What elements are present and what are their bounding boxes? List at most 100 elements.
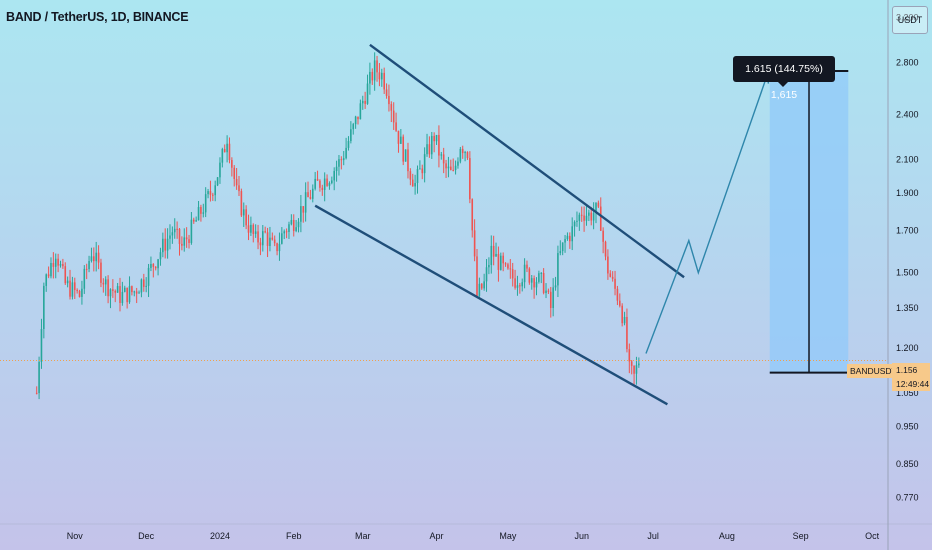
candle-body — [100, 262, 102, 283]
candle-body — [464, 152, 466, 154]
candle-body — [257, 231, 259, 243]
candle-body — [195, 220, 197, 222]
candle-body — [426, 144, 428, 155]
candle-body — [321, 187, 324, 190]
candle-body — [478, 283, 481, 296]
candle-body — [533, 278, 535, 288]
candle-body — [35, 392, 38, 394]
candle-body — [62, 264, 64, 267]
candle-body — [197, 206, 200, 221]
candle-body — [171, 232, 174, 236]
candle-body — [438, 134, 440, 156]
candle-body — [571, 226, 573, 242]
candle-body — [302, 206, 305, 213]
candle-body — [47, 274, 50, 277]
candle-body — [40, 329, 43, 362]
candle-body — [516, 285, 519, 288]
candle-body — [181, 243, 183, 246]
y-tick-label: 1.900 — [896, 188, 919, 198]
candle-body — [378, 72, 381, 80]
projection-path[interactable] — [645, 74, 769, 354]
candle-body — [514, 278, 516, 288]
candle-body — [545, 290, 547, 293]
candle-body — [323, 178, 326, 190]
candle-body — [623, 316, 626, 324]
candle-body — [554, 285, 557, 288]
candle-body — [452, 169, 454, 171]
candle-body — [395, 122, 397, 131]
candle-body — [245, 209, 247, 226]
x-tick-label: 2024 — [210, 531, 230, 541]
candle-body — [400, 136, 402, 144]
candle-body — [283, 231, 286, 234]
candle-body — [580, 214, 583, 216]
y-tick-label: 0.850 — [896, 459, 919, 469]
candle-body — [102, 282, 105, 285]
candle-body — [461, 148, 464, 154]
candle-body — [495, 253, 497, 257]
candle-body — [485, 267, 488, 282]
candle-body — [64, 266, 67, 284]
candle-body — [359, 103, 362, 120]
candle-body — [388, 95, 390, 105]
candle-body — [392, 110, 395, 123]
candle-body — [185, 237, 188, 240]
candle-body — [264, 231, 266, 233]
candle-body — [609, 273, 612, 277]
candle-body — [583, 215, 585, 221]
candle-body — [338, 159, 340, 167]
candle-body — [628, 349, 631, 362]
candle-body — [397, 130, 400, 144]
candle-body — [569, 235, 571, 242]
candle-body — [421, 168, 424, 174]
candle-body — [402, 136, 405, 162]
candle-body — [250, 224, 252, 233]
candle-body — [278, 243, 281, 252]
candle-body — [381, 72, 383, 80]
x-tick-label: Feb — [286, 531, 302, 541]
candle-body — [457, 161, 459, 166]
candle-body — [157, 259, 159, 269]
upper-trendline[interactable] — [369, 43, 685, 279]
candle-body — [190, 219, 193, 243]
candle-body — [480, 283, 483, 289]
candle-body — [150, 264, 152, 268]
candle-body — [371, 71, 374, 81]
candle-body — [361, 100, 364, 104]
lower-trendline[interactable] — [314, 204, 668, 406]
candle-body — [352, 124, 355, 130]
candle-body — [121, 291, 124, 304]
candle-body — [59, 264, 62, 266]
candle-body — [469, 158, 471, 200]
candle-body — [78, 290, 81, 297]
price-unit-badge[interactable]: USDT — [892, 6, 928, 34]
candle-body — [300, 206, 302, 222]
candle-body — [576, 220, 578, 222]
candle-body — [547, 290, 550, 292]
candle-body — [507, 264, 509, 269]
candle-body — [407, 149, 409, 172]
x-tick-label: May — [499, 531, 517, 541]
candle-body — [450, 166, 452, 170]
chart-title: BAND / TetherUS, 1D, BINANCE — [6, 10, 189, 24]
x-tick-label: Oct — [865, 531, 880, 541]
candle-body — [114, 290, 117, 293]
candle-body — [630, 361, 633, 366]
candle-body — [414, 183, 416, 187]
candle-body — [273, 239, 276, 244]
candle-body — [233, 167, 236, 179]
candle-body — [635, 365, 638, 374]
candle-body — [104, 279, 107, 285]
candle-body — [154, 266, 157, 269]
candle-body — [221, 149, 224, 163]
candle-body — [440, 154, 443, 156]
candle-body — [354, 116, 357, 125]
candle-body — [604, 241, 607, 257]
x-tick-label: Dec — [138, 531, 155, 541]
candle-body — [183, 237, 186, 246]
candle-body — [45, 274, 48, 286]
candle-body — [159, 252, 162, 260]
candle-body — [242, 209, 245, 216]
